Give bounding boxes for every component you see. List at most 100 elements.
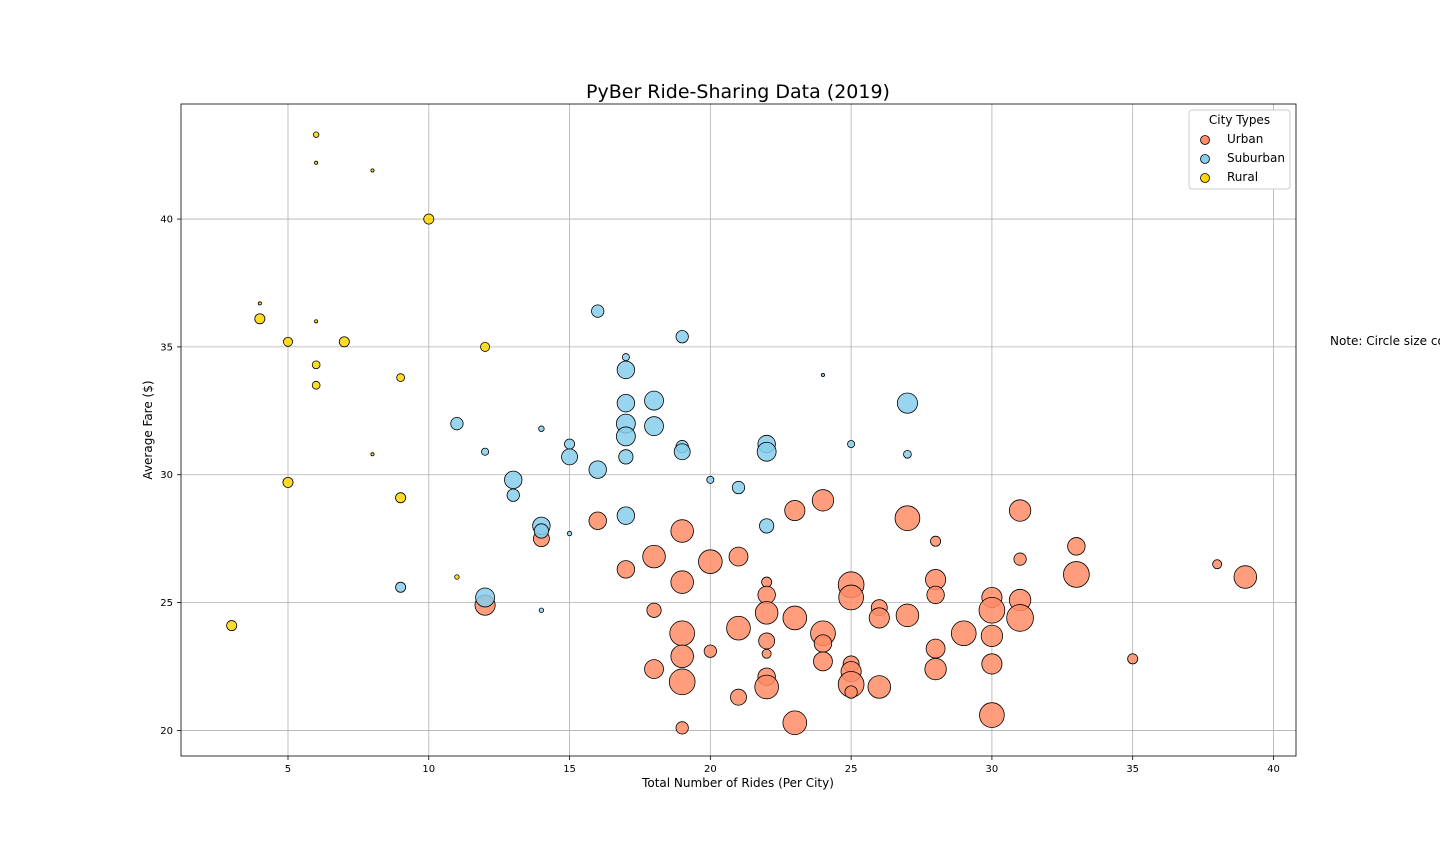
urban-point — [1008, 499, 1032, 522]
suburban-point — [475, 587, 495, 608]
suburban-point — [616, 360, 636, 380]
legend-marker-urban — [1200, 135, 1210, 145]
y-tick-label: 20 — [160, 726, 173, 737]
suburban-point — [759, 518, 775, 534]
urban-point — [980, 624, 1004, 647]
urban-point — [981, 653, 1003, 675]
rural-point — [395, 492, 407, 504]
urban-point — [669, 620, 695, 647]
series-suburban — [395, 304, 918, 613]
urban-point — [1063, 561, 1090, 588]
urban-point — [668, 668, 696, 696]
x-tick-label: 5 — [285, 764, 291, 775]
urban-point — [757, 585, 776, 605]
suburban-point — [847, 440, 856, 449]
axis-ticks: 5 10 15 20 25 30 35 40 20 25 30 35 40 — [160, 215, 1280, 775]
urban-point — [895, 603, 920, 628]
urban-point — [979, 702, 1005, 728]
urban-point — [728, 546, 749, 567]
suburban-point — [506, 488, 520, 502]
urban-point — [758, 632, 776, 650]
urban-point — [926, 585, 945, 605]
legend: City Types Urban Suburban Rural — [1188, 109, 1291, 190]
urban-point — [726, 615, 751, 641]
suburban-point — [675, 330, 689, 344]
series-rural — [226, 131, 491, 632]
urban-point — [813, 651, 833, 672]
suburban-point — [756, 441, 777, 462]
x-tick-label: 25 — [845, 764, 858, 775]
chart-title: PyBer Ride-Sharing Data (2019) — [586, 81, 890, 103]
x-tick-label: 35 — [1126, 764, 1139, 775]
suburban-point — [616, 506, 636, 525]
legend-label-urban: Urban — [1227, 132, 1263, 146]
urban-point — [1013, 552, 1027, 566]
urban-point — [978, 596, 1006, 624]
suburban-point — [481, 447, 490, 456]
suburban-point — [566, 530, 573, 537]
suburban-point — [450, 417, 464, 431]
urban-point — [782, 605, 808, 631]
rural-point — [338, 336, 350, 348]
legend-marker-rural — [1200, 173, 1210, 183]
urban-point — [703, 644, 717, 658]
urban-point — [646, 602, 662, 618]
urban-point — [838, 584, 864, 611]
urban-point — [1067, 537, 1086, 556]
x-tick-label: 20 — [704, 764, 717, 775]
urban-point — [782, 710, 808, 736]
rural-point — [314, 160, 319, 165]
suburban-point — [644, 390, 664, 411]
plot-area — [181, 104, 1296, 756]
urban-point — [868, 607, 890, 629]
suburban-point — [618, 449, 634, 465]
urban-point — [844, 685, 858, 699]
suburban-point — [538, 425, 545, 432]
urban-point — [670, 570, 694, 594]
urban-point — [950, 620, 977, 647]
grid-lines — [181, 104, 1296, 756]
y-tick-label: 30 — [160, 470, 173, 481]
legend-label-suburban: Suburban — [1227, 151, 1285, 165]
suburban-point — [731, 480, 746, 495]
suburban-point — [896, 392, 918, 414]
rural-point — [480, 341, 491, 352]
rural-point — [423, 213, 435, 225]
urban-point — [930, 535, 942, 547]
x-tick-label: 10 — [422, 764, 435, 775]
data-points — [226, 131, 1258, 736]
rural-point — [283, 336, 293, 347]
suburban-point — [616, 393, 636, 413]
rural-point — [311, 360, 321, 370]
urban-point — [730, 688, 747, 706]
rural-point — [254, 313, 266, 325]
suburban-point — [564, 438, 576, 450]
rural-point — [226, 620, 238, 632]
suburban-point — [706, 475, 715, 484]
urban-point — [924, 657, 947, 681]
urban-point — [813, 634, 833, 653]
urban-point — [642, 544, 666, 569]
suburban-point — [820, 373, 825, 378]
urban-point — [1233, 565, 1258, 589]
legend-label-rural: Rural — [1227, 170, 1258, 184]
urban-point — [754, 674, 779, 700]
x-tick-label: 40 — [1267, 764, 1280, 775]
urban-point — [894, 505, 921, 532]
urban-point — [670, 519, 694, 543]
suburban-point — [616, 426, 636, 447]
rural-point — [312, 131, 320, 138]
urban-point — [644, 659, 664, 679]
rural-point — [311, 380, 321, 390]
suburban-point — [504, 470, 523, 490]
legend-title: City Types — [1209, 113, 1270, 127]
suburban-point — [621, 353, 630, 362]
rural-point — [314, 319, 319, 324]
y-tick-label: 40 — [160, 215, 173, 226]
suburban-point — [395, 581, 407, 593]
urban-point — [616, 560, 636, 579]
suburban-point — [561, 448, 578, 466]
urban-point — [754, 601, 779, 625]
y-tick-label: 25 — [160, 598, 173, 609]
